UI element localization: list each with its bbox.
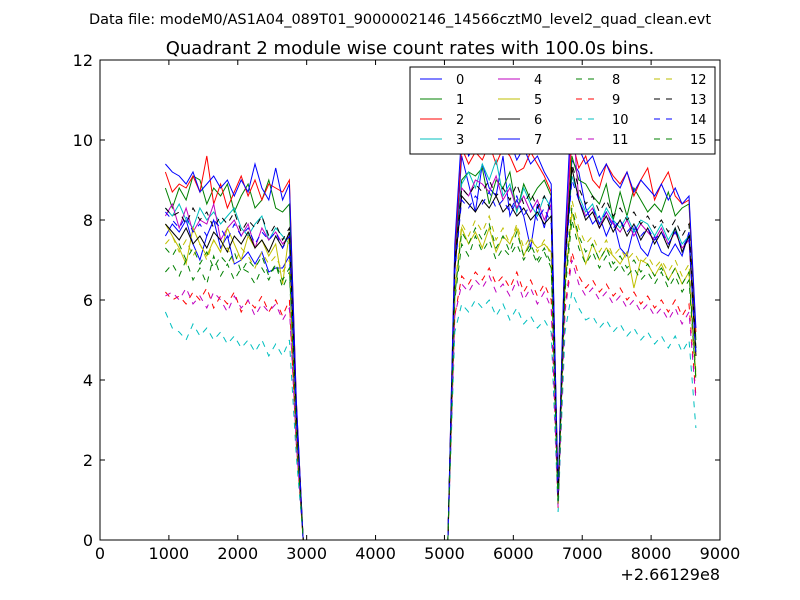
x-tick-label: 7000 [562,544,603,563]
series-line-13 [165,163,697,541]
legend-label-9: 9 [612,93,620,108]
y-tick-label: 8 [83,211,93,230]
x-tick-label: 4000 [355,544,396,563]
y-tick-label: 10 [73,131,93,150]
legend-label-8: 8 [612,73,620,88]
legend-label-0: 0 [456,73,464,88]
plot-frame [99,59,721,541]
y-tick-label: 6 [83,291,93,310]
x-tick-label: 9000 [700,544,741,563]
x-tick-label: 0 [95,544,105,563]
y-tick-label: 12 [73,51,93,70]
y-tick-label: 0 [83,531,93,550]
legend-label-7: 7 [534,133,542,148]
chart-title: Quadrant 2 module wise count rates with … [166,38,655,59]
legend-label-4: 4 [534,73,542,88]
legend-label-11: 11 [612,133,629,148]
legend-label-15: 15 [690,133,707,148]
legend-label-12: 12 [690,73,707,88]
x-tick-label: 6000 [493,544,534,563]
legend-label-6: 6 [534,113,542,128]
series-line-15 [165,207,697,541]
x-tick-label: 1000 [149,544,190,563]
legend-label-2: 2 [456,113,464,128]
x-offset-label: +2.66129e8 [620,565,720,584]
y-tick-label: 2 [83,451,93,470]
legend-label-10: 10 [612,113,629,128]
legend-label-5: 5 [534,93,542,108]
y-tick-label: 4 [83,371,93,390]
legend-box [409,66,716,155]
legend-label-14: 14 [690,113,707,128]
legend-label-1: 1 [456,93,464,108]
legend-label-3: 3 [456,133,464,148]
x-tick-label: 8000 [631,544,672,563]
axes-layer: 0 1000 2000 3000 4000 5000 6000 7000 8000 9000 0 2 4… [73,51,741,563]
x-tick-label: 5000 [424,544,465,563]
x-tick-label: 3000 [286,544,327,563]
suptitle: Data file: modeM0/AS1A04_089T01_90000021… [89,12,711,28]
series-line-9 [165,251,697,541]
legend-label-13: 13 [690,93,707,108]
x-tick-label: 2000 [217,544,258,563]
